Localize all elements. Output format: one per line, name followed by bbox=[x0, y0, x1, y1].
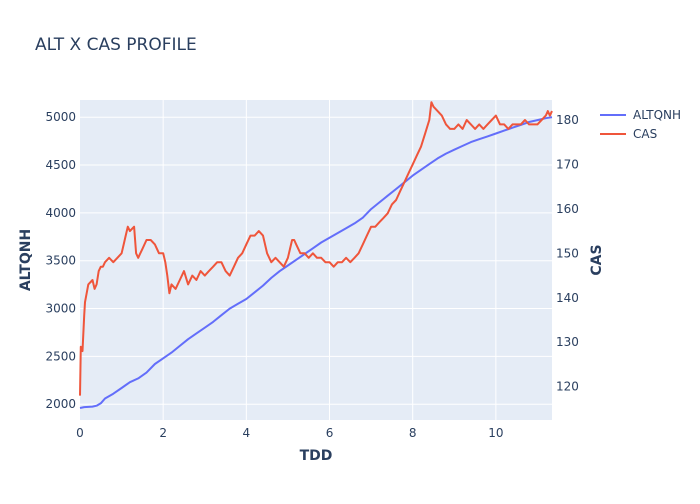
chart-title: ALT X CAS PROFILE bbox=[35, 35, 197, 55]
series-layer bbox=[79, 101, 553, 409]
x-axis-title: TDD bbox=[300, 448, 333, 464]
x-tick-label: 0 bbox=[76, 426, 84, 440]
y2-tick-label: 170 bbox=[556, 157, 579, 171]
y-tick-label: 5000 bbox=[45, 110, 76, 124]
y2-tick-label: 120 bbox=[556, 380, 579, 394]
y2-tick-label: 160 bbox=[556, 202, 579, 216]
y2-tick-label: 180 bbox=[556, 113, 579, 127]
series-line-altqnh bbox=[79, 116, 553, 409]
tick-labels: 0 2 4 6 8 10 2000 2500 3000 3500 4000 4500 5000 120 13… bbox=[45, 110, 578, 440]
legend-label-cas: CAS bbox=[633, 127, 657, 141]
x-tick-label: 6 bbox=[326, 426, 334, 440]
y-tick-label: 4500 bbox=[45, 158, 76, 172]
y-tick-label: 2500 bbox=[45, 349, 76, 363]
x-tick-label: 8 bbox=[409, 426, 417, 440]
legend[interactable]: ALTQNH CAS bbox=[600, 108, 681, 141]
y-tick-label: 3500 bbox=[45, 254, 76, 268]
y-tick-label: 4000 bbox=[45, 206, 76, 220]
y-axis-title: ALTQNH bbox=[18, 229, 34, 291]
series-line-cas bbox=[79, 101, 553, 396]
y2-tick-label: 130 bbox=[556, 335, 579, 349]
x-tick-label: 4 bbox=[243, 426, 251, 440]
y2-tick-label: 140 bbox=[556, 291, 579, 305]
x-tick-label: 10 bbox=[488, 426, 503, 440]
y-tick-label: 2000 bbox=[45, 397, 76, 411]
legend-item-cas[interactable]: CAS bbox=[600, 127, 657, 141]
plot-area bbox=[80, 100, 552, 420]
y2-tick-label: 150 bbox=[556, 246, 579, 260]
legend-item-altqnh[interactable]: ALTQNH bbox=[600, 108, 681, 122]
y2-axis-title: CAS bbox=[589, 244, 605, 275]
x-tick-label: 2 bbox=[159, 426, 167, 440]
y-tick-label: 3000 bbox=[45, 302, 76, 316]
legend-label-altqnh: ALTQNH bbox=[633, 108, 681, 122]
grid-lines bbox=[80, 100, 552, 420]
